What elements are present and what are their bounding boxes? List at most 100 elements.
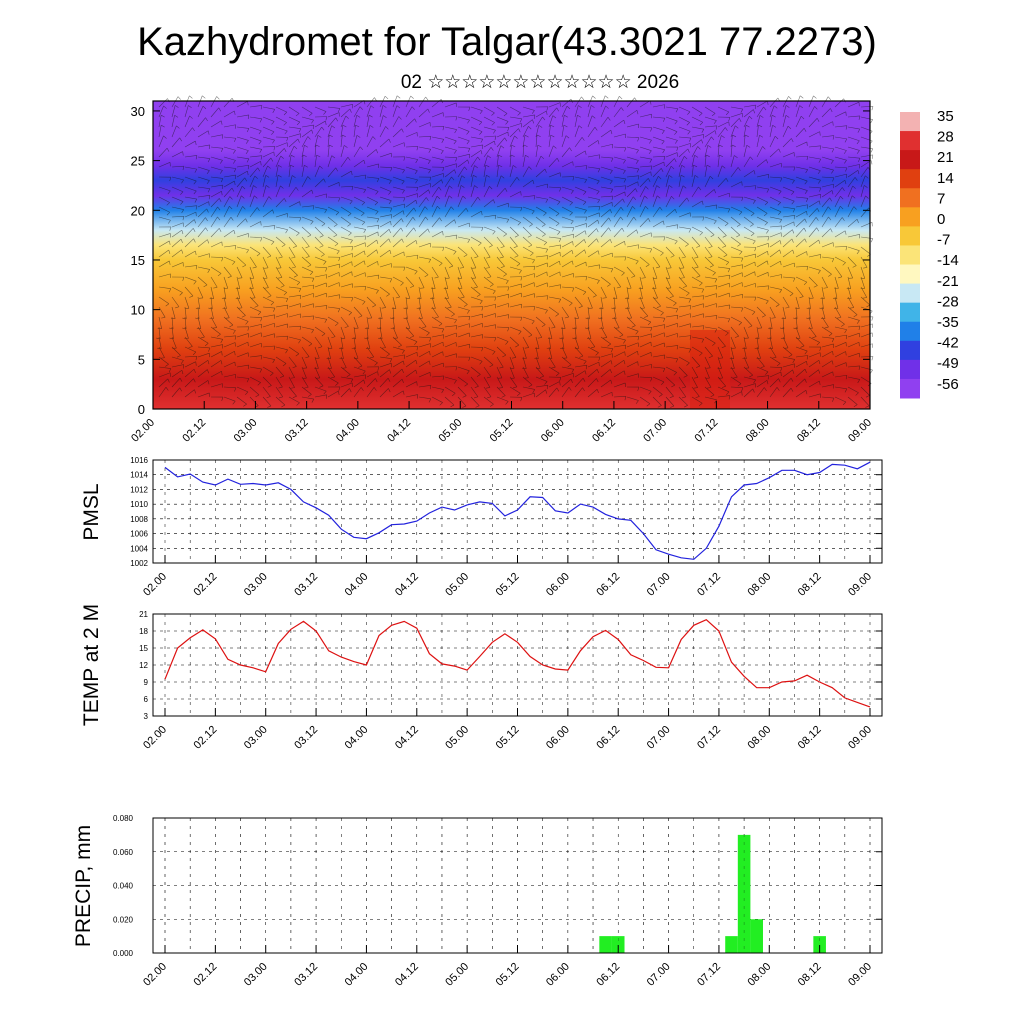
- wind-barb: [769, 371, 782, 378]
- wind-barb-flag: [649, 159, 653, 163]
- wind-barb-flag: [645, 186, 649, 190]
- x-tick-label: 08.00: [745, 961, 773, 989]
- wind-barb: [353, 186, 366, 190]
- wind-barb-flag: [571, 250, 574, 255]
- wind-barb: [197, 166, 210, 171]
- wind-barb-flag: [754, 247, 757, 252]
- wind-barb-flag: [411, 106, 415, 110]
- wind-barb: [782, 363, 795, 368]
- wind-barb-flag: [579, 355, 584, 358]
- wind-barb: [470, 396, 480, 406]
- wind-barb-flag: [290, 377, 295, 379]
- wind-barb: [535, 326, 543, 338]
- wind-barb-flag: [324, 319, 328, 323]
- wind-barb: [769, 225, 782, 228]
- wind-barb: [249, 126, 262, 132]
- wind-barb: [730, 226, 741, 236]
- wind-barb-flag: [791, 238, 794, 243]
- wind-barb-flag: [750, 156, 754, 161]
- wind-barb: [405, 254, 418, 258]
- wind-barb-flag: [323, 111, 327, 115]
- wind-barb: [379, 126, 386, 138]
- wind-barb-flag: [476, 294, 481, 297]
- wind-barb-flag: [374, 202, 378, 206]
- wind-barb: [327, 182, 340, 188]
- wind-barb: [821, 135, 834, 138]
- wind-barb: [847, 396, 858, 405]
- wind-barb: [769, 274, 782, 278]
- wind-barb-flag: [787, 125, 792, 130]
- wind-barb: [613, 351, 625, 358]
- wind-barb-flag: [283, 111, 288, 116]
- wind-barb-flag: [845, 246, 848, 251]
- wind-barb-flag: [804, 218, 807, 223]
- wind-barb-flag: [247, 165, 250, 170]
- wind-barb: [665, 152, 678, 158]
- wind-barb: [171, 377, 181, 388]
- wind-barb: [600, 252, 613, 258]
- wind-barb-flag: [364, 235, 367, 240]
- wind-barb-flag: [610, 130, 613, 135]
- wind-barb-flag: [179, 387, 183, 392]
- wind-barb: [366, 163, 379, 168]
- wind-barb: [626, 136, 639, 138]
- wind-barb-flag: [715, 315, 718, 320]
- wind-barb: [808, 217, 817, 228]
- wind-barb-flag: [543, 242, 547, 246]
- wind-barb: [509, 177, 518, 188]
- wind-barb: [704, 386, 715, 396]
- wind-barb: [470, 366, 481, 375]
- wind-barb: [691, 396, 703, 404]
- wind-barb: [288, 336, 301, 341]
- wind-barb: [158, 105, 164, 118]
- wind-barb: [522, 265, 535, 268]
- wind-barb-flag: [267, 405, 272, 408]
- wind-barb-flag: [234, 387, 237, 392]
- wind-barb: [834, 230, 846, 238]
- wind-barb-flag: [551, 327, 556, 329]
- wind-barb: [431, 286, 435, 299]
- wind-barb: [548, 296, 561, 300]
- wind-barb-flag: [234, 174, 237, 180]
- wind-barb: [379, 369, 390, 378]
- wind-barb-flag: [649, 248, 653, 253]
- wind-barb-flag: [806, 355, 809, 360]
- wind-barb-flag: [607, 117, 611, 121]
- wind-barb: [704, 176, 711, 188]
- wind-barb-flag: [661, 130, 665, 134]
- wind-barb-flag: [321, 223, 326, 227]
- wind-barb-flag: [790, 387, 794, 392]
- wind-barb-flag: [325, 267, 328, 272]
- wind-barb: [743, 196, 756, 201]
- wind-barb: [639, 178, 649, 188]
- wind-barb-flag: [195, 361, 197, 366]
- wind-barb-flag: [662, 318, 666, 322]
- wind-barb: [522, 326, 533, 336]
- wind-barb-flag: [845, 335, 848, 340]
- wind-barb-flag: [220, 339, 224, 343]
- wind-barb: [184, 205, 197, 208]
- wind-barb: [483, 246, 491, 258]
- wind-barb-flag: [763, 106, 767, 111]
- wind-barb-flag: [799, 105, 803, 109]
- wind-barb-flag: [402, 390, 405, 395]
- wind-barb: [262, 296, 274, 303]
- wind-barb-flag: [858, 326, 861, 331]
- wind-barb: [158, 216, 171, 221]
- wind-barb-flag: [163, 135, 167, 139]
- wind-barb: [613, 336, 626, 341]
- wind-barb: [392, 286, 400, 298]
- wind-barb: [821, 266, 832, 275]
- wind-barb-flag: [200, 336, 205, 339]
- wind-barb: [158, 233, 171, 238]
- wind-barb-flag: [694, 155, 699, 158]
- wind-barb: [197, 380, 209, 388]
- wind-barb-flag: [778, 148, 781, 153]
- wind-barb-flag: [202, 105, 207, 110]
- wind-barb: [743, 336, 747, 349]
- wind-barb-flag: [585, 317, 590, 320]
- wind-barb-flag: [870, 238, 874, 243]
- wind-barb: [743, 376, 756, 381]
- wind-barb-flag: [220, 360, 223, 365]
- wind-barb: [743, 346, 747, 359]
